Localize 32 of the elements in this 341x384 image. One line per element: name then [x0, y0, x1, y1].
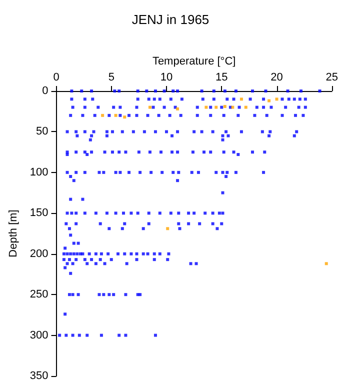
- point: [231, 106, 234, 109]
- x-tick-label: 5: [108, 72, 114, 84]
- y-tick-label: 300: [30, 329, 48, 342]
- point: [166, 227, 170, 230]
- point: [240, 98, 243, 101]
- point: [214, 106, 218, 109]
- point: [176, 107, 180, 110]
- x-axis-title: Temperature [°C]: [152, 56, 236, 68]
- x-tick-label: 10: [160, 72, 173, 84]
- x-tick-label: 15: [216, 72, 228, 84]
- y-tick-label: 350: [30, 370, 48, 382]
- x-tick-label: 20: [270, 72, 283, 84]
- point: [268, 99, 271, 102]
- y-tick-label: 200: [30, 248, 48, 260]
- point: [114, 114, 118, 117]
- point: [101, 114, 104, 117]
- point: [223, 104, 226, 108]
- y-tick-label: 100: [30, 166, 48, 178]
- point: [123, 116, 126, 119]
- y-tick-label: 150: [30, 207, 48, 220]
- x-tick-label: 0: [53, 72, 60, 84]
- y-tick-label: 50: [36, 126, 48, 138]
- point: [148, 106, 152, 109]
- y-axis-title: Depth [m]: [8, 210, 20, 258]
- chart-title: JENJ in 1965: [132, 12, 210, 27]
- point: [275, 98, 278, 101]
- point: [244, 106, 248, 109]
- y-tick-label: 0: [42, 85, 48, 97]
- point: [324, 262, 328, 266]
- point: [204, 106, 208, 109]
- x-tick-label: 25: [326, 72, 338, 84]
- y-tick-label: 250: [30, 288, 48, 301]
